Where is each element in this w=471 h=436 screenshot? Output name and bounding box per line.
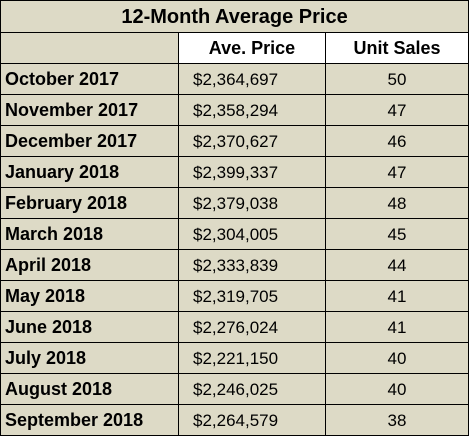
table-title: 12-Month Average Price (0, 0, 470, 33)
month-cell: April 2018 (0, 249, 179, 281)
table-row: June 2018 $2,276,024 41 (0, 311, 470, 343)
unit-sales-cell: 48 (324, 187, 470, 219)
month-cell: January 2018 (0, 156, 179, 188)
table-row: August 2018 $2,246,025 40 (0, 373, 470, 405)
month-cell: October 2017 (0, 63, 179, 95)
table-row: March 2018 $2,304,005 45 (0, 218, 470, 250)
month-cell: November 2017 (0, 94, 179, 126)
header-month (0, 32, 179, 64)
unit-sales-cell: 41 (324, 311, 470, 343)
unit-sales-cell: 44 (324, 249, 470, 281)
unit-sales-cell: 47 (324, 94, 470, 126)
table-row: November 2017 $2,358,294 47 (0, 94, 470, 126)
ave-price-cell: $2,358,294 (178, 94, 326, 126)
table-row: July 2018 $2,221,150 40 (0, 342, 470, 374)
month-cell: March 2018 (0, 218, 179, 250)
ave-price-cell: $2,264,579 (178, 404, 326, 436)
ave-price-cell: $2,364,697 (178, 63, 326, 95)
unit-sales-cell: 46 (324, 125, 470, 157)
table-row: February 2018 $2,379,038 48 (0, 187, 470, 219)
ave-price-cell: $2,246,025 (178, 373, 326, 405)
month-cell: February 2018 (0, 187, 179, 219)
unit-sales-cell: 50 (324, 63, 470, 95)
ave-price-cell: $2,399,337 (178, 156, 326, 188)
ave-price-cell: $2,304,005 (178, 218, 326, 250)
month-cell: June 2018 (0, 311, 179, 343)
ave-price-cell: $2,333,839 (178, 249, 326, 281)
ave-price-cell: $2,379,038 (178, 187, 326, 219)
table-row: September 2018 $2,264,579 38 (0, 404, 470, 436)
unit-sales-cell: 38 (324, 404, 470, 436)
month-cell: December 2017 (0, 125, 179, 157)
table-row: December 2017 $2,370,627 46 (0, 125, 470, 157)
table-row: May 2018 $2,319,705 41 (0, 280, 470, 312)
header-ave-price: Ave. Price (178, 32, 326, 64)
ave-price-cell: $2,319,705 (178, 280, 326, 312)
unit-sales-cell: 40 (324, 342, 470, 374)
month-cell: July 2018 (0, 342, 179, 374)
ave-price-cell: $2,370,627 (178, 125, 326, 157)
unit-sales-cell: 47 (324, 156, 470, 188)
ave-price-cell: $2,276,024 (178, 311, 326, 343)
unit-sales-cell: 45 (324, 218, 470, 250)
table-row: January 2018 $2,399,337 47 (0, 156, 470, 188)
month-cell: September 2018 (0, 404, 179, 436)
month-cell: August 2018 (0, 373, 179, 405)
month-cell: May 2018 (0, 280, 179, 312)
table-row: April 2018 $2,333,839 44 (0, 249, 470, 281)
header-row: Ave. Price Unit Sales (0, 32, 470, 64)
title-row: 12-Month Average Price (0, 0, 470, 33)
header-unit-sales: Unit Sales (324, 32, 470, 64)
unit-sales-cell: 41 (324, 280, 470, 312)
ave-price-cell: $2,221,150 (178, 342, 326, 374)
table-row: October 2017 $2,364,697 50 (0, 63, 470, 95)
unit-sales-cell: 40 (324, 373, 470, 405)
